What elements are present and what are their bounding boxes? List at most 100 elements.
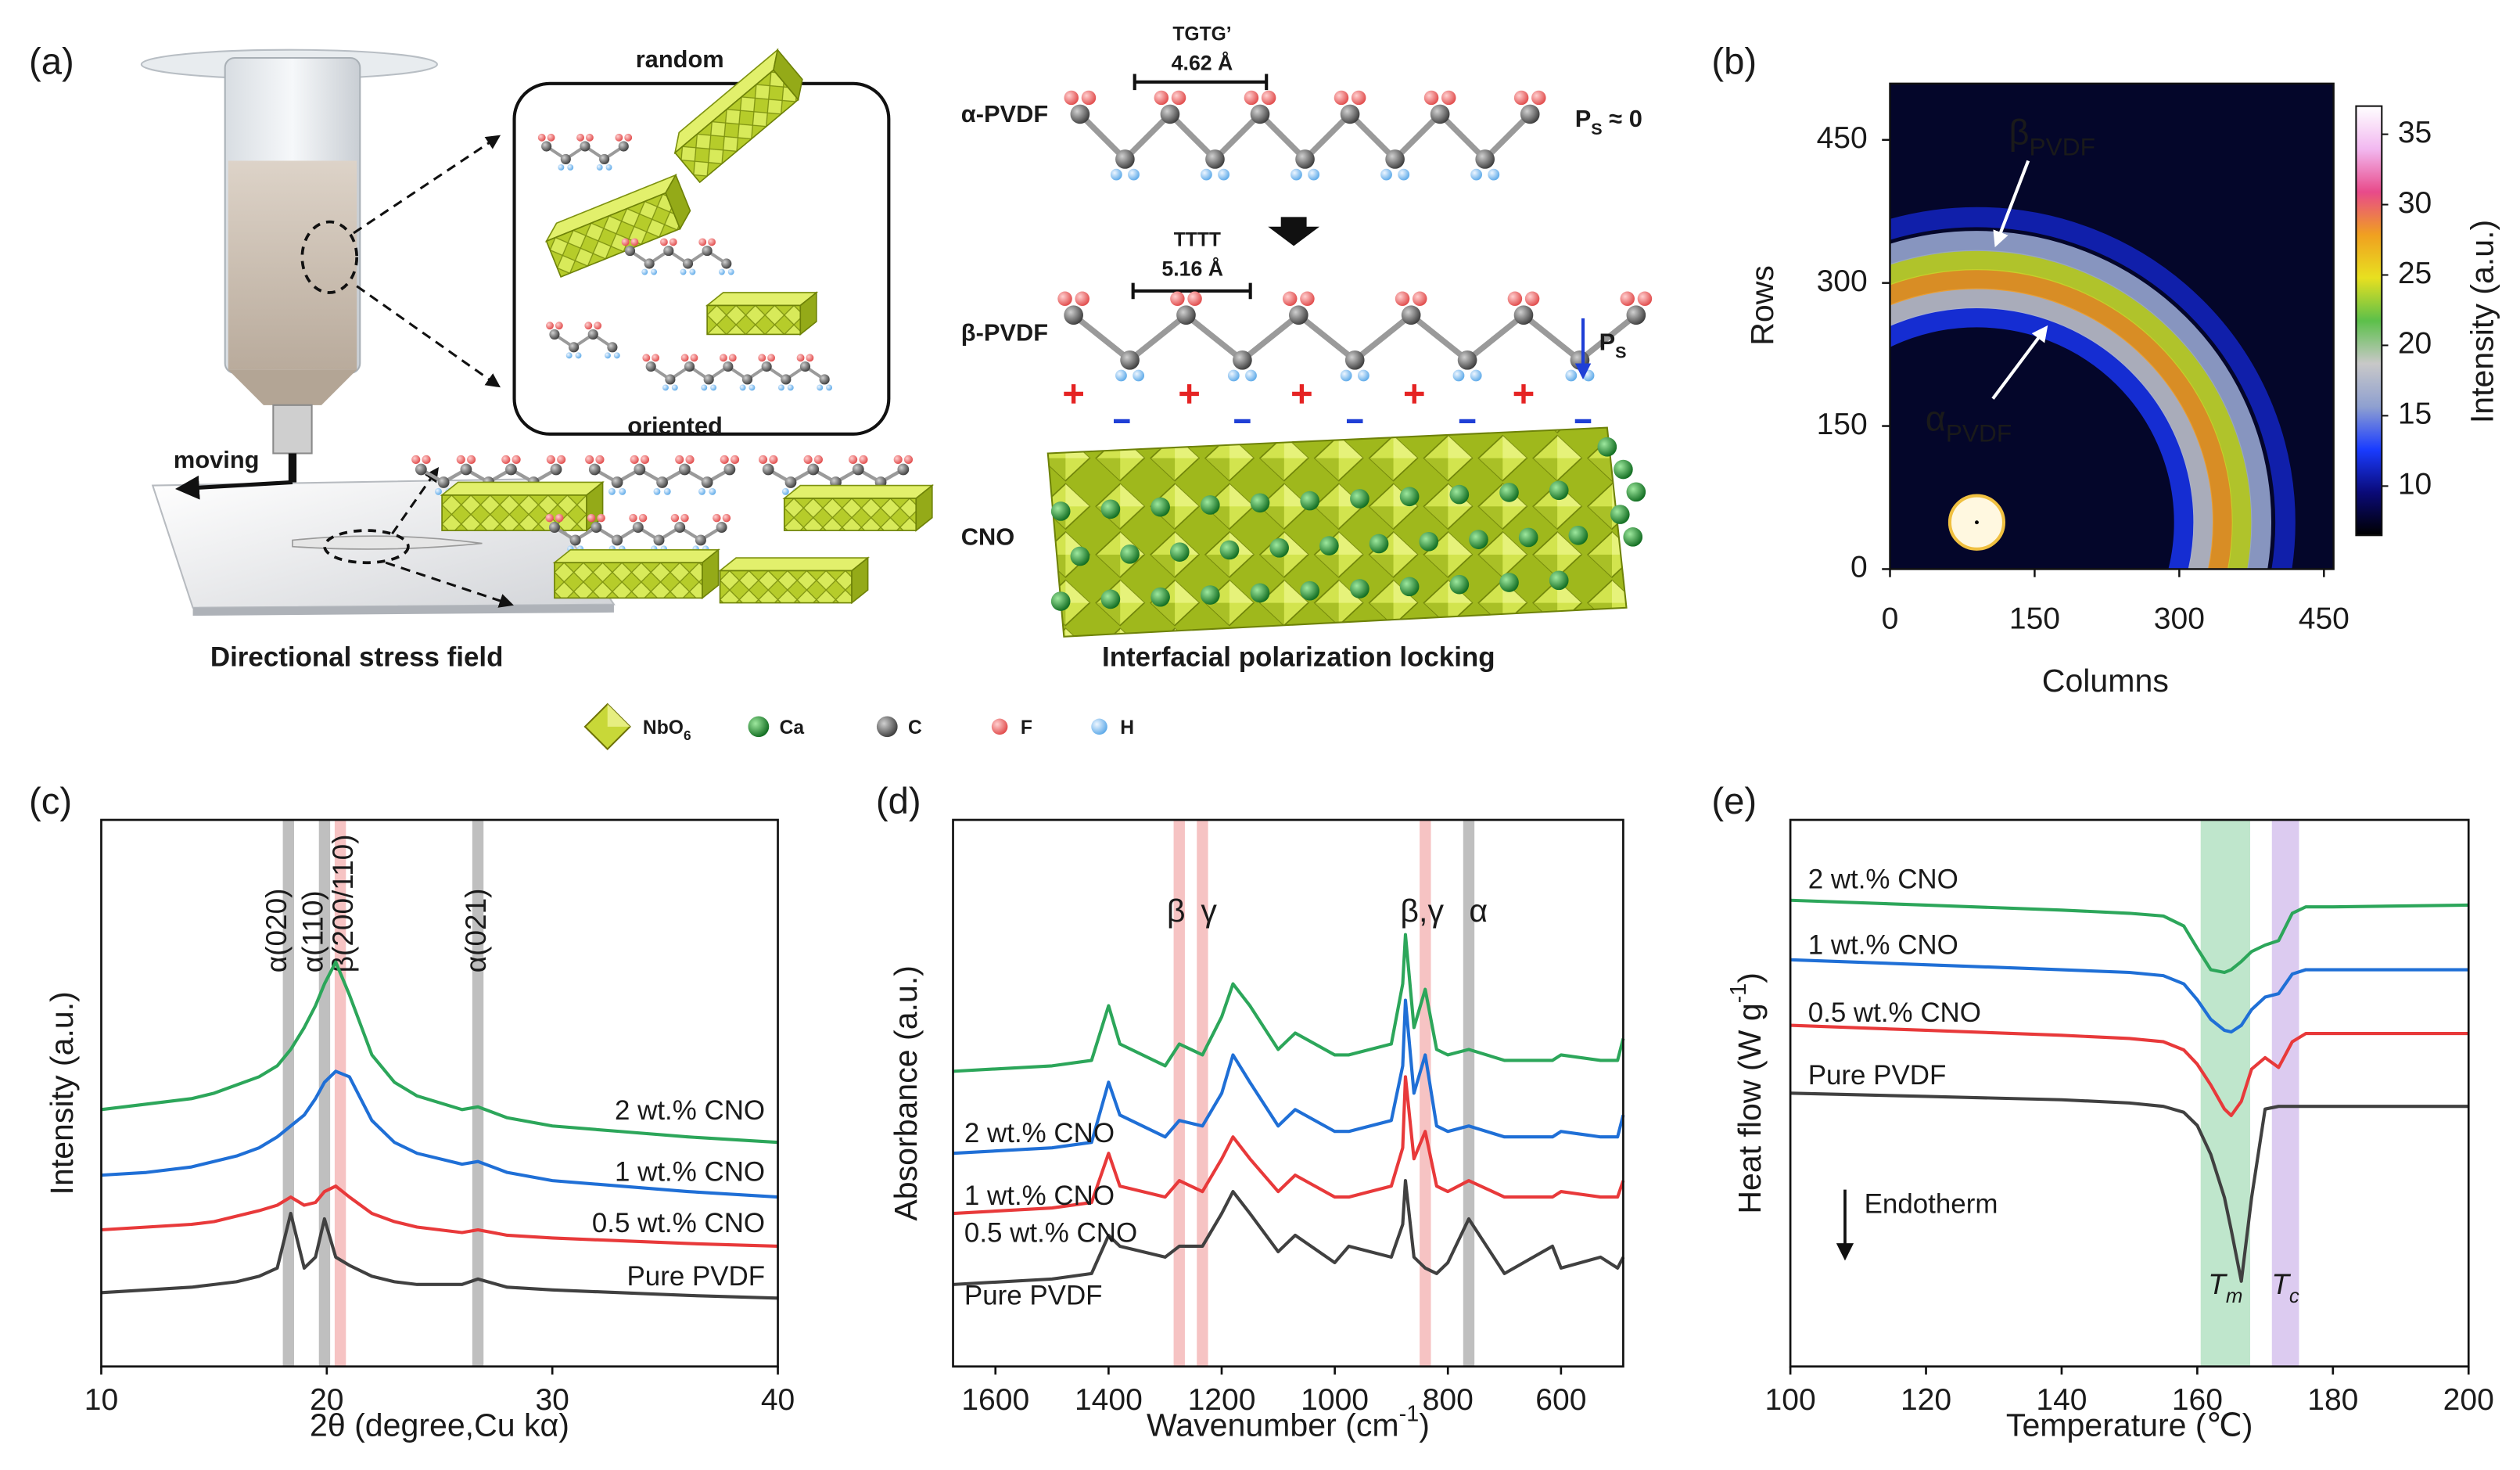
atom-h [565,352,573,359]
atom-h [689,268,696,275]
atom-c [723,463,736,476]
zoom-ring [323,529,410,565]
alpha-conformation: TGTG’ [1172,24,1231,45]
atom-ca [1050,501,1071,521]
x-axis-label: Wavenumber (cm-1) [1147,1401,1430,1443]
atom-ca [1568,525,1588,545]
syringe-liquid [228,160,357,370]
legend-text: F [1021,717,1032,738]
atom-ca [1319,536,1339,555]
legend-text-symbol: F [1021,717,1032,738]
atom-ca [1100,499,1121,519]
x-tick-label: 1400 [1075,1383,1143,1417]
zoom-arrow [356,285,501,388]
x-tick-label: 150 [2009,602,2060,636]
cno-slab [544,173,691,279]
atom-f [680,354,689,362]
atom-f [584,322,593,330]
slab-top [705,292,819,307]
stress-caption: Directional stress field [210,642,504,673]
panel-label: (a) [29,41,74,83]
atom-ca [1219,540,1240,560]
atom-f [1637,291,1653,307]
atom-c [799,361,811,372]
heatmap [1890,83,2334,570]
zoom-ring [300,220,359,294]
x-tick-label: 1200 [1188,1383,1256,1417]
y-axis-label: Rows [1744,265,1780,346]
atom-c [703,374,714,385]
atom-f [638,513,648,523]
atom-c [702,245,713,257]
stream-trace [292,535,483,550]
atom-f [796,354,805,362]
x-tick-label: 20 [310,1383,343,1417]
atom-ca [1050,591,1071,611]
legend-text: H [1120,717,1134,738]
series-line [953,998,1625,1156]
atom-c [716,522,727,533]
syringe-nozzle [272,404,313,455]
atom-ca [1499,483,1519,502]
atom-h [1245,369,1257,382]
atom-ca [1250,493,1270,513]
legend-atom [748,716,770,738]
x-tick-label: 40 [761,1383,795,1417]
x-tick-label: 1000 [1301,1383,1369,1417]
diffraction-ring [1890,231,2271,570]
cno-slab [718,556,870,605]
atom-ca [1449,484,1470,505]
atom-h [781,487,789,495]
series-label: Pure PVDF [627,1261,766,1292]
atom-f [640,455,650,465]
legend-text-symbol: NbO [643,717,684,738]
atom-h [663,487,671,495]
series-line [953,1075,1625,1216]
atom-h [1452,369,1465,382]
y-axis-label-end: ) [1732,972,1768,983]
slab-face [706,304,802,336]
atom-f [859,455,868,465]
diffraction-ring [1890,207,2296,570]
atom-ca [1449,574,1470,595]
atom-c [781,374,792,385]
atom-ca [1549,570,1569,591]
atom-c [644,258,655,269]
atom-f [597,513,605,523]
atom-c [807,463,820,476]
atom-c [1520,104,1540,124]
atom-f [893,455,903,465]
slab-side [915,483,933,532]
x-axis-label-end: ) [1419,1407,1430,1443]
panel-b: (b)0 150 300 4500150300450ColumnsRowsβPVDFα… [1711,41,2500,699]
atom-f [1620,291,1635,307]
chain-bond [650,365,826,382]
slab-side [799,291,817,336]
beta-label: β-PVDF [961,319,1048,347]
atom-ca [1597,437,1617,457]
atom-h [558,164,565,171]
atom-c [1070,104,1090,124]
atom-f [512,455,521,465]
atom-f [719,354,727,362]
atom-f [411,455,421,465]
zoom-arrow [391,467,440,535]
atom-h [701,384,708,391]
atom-c [580,141,591,152]
y-axis-label: Absorbance (a.u.) [888,965,924,1221]
x-tick-label: 30 [535,1383,569,1417]
atom-f [1413,291,1427,307]
atom-f [621,238,630,246]
slab-face [719,570,853,604]
atom-h [671,384,678,391]
positive-charge [1292,384,1312,404]
atom-f [1524,291,1540,307]
atom-c [1385,149,1405,169]
x-tick-label: 100 [1765,1383,1816,1417]
diffraction-ring [1890,250,2253,570]
slab-side [851,556,869,605]
region-label-symbol: T [2208,1268,2227,1300]
atom-f [546,455,555,465]
atom-c [1513,305,1534,325]
